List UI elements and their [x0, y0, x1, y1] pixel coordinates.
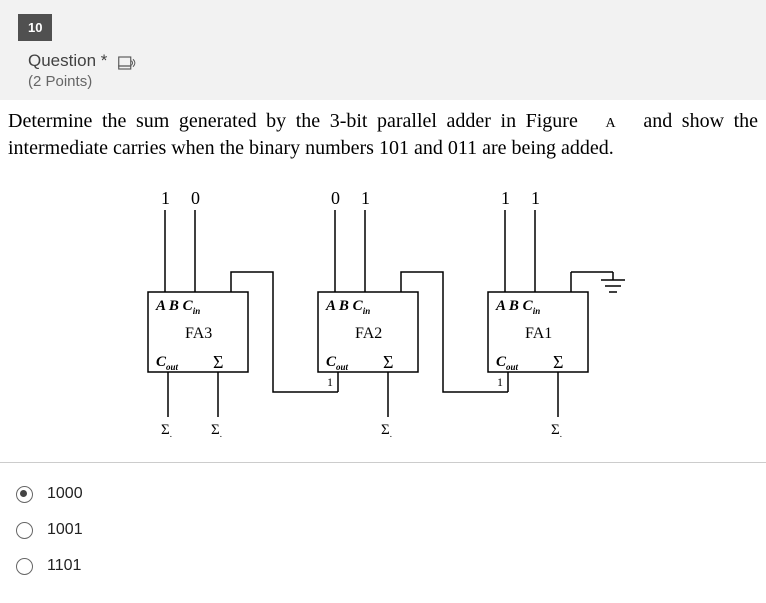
fa2-cout-val: 1	[327, 375, 333, 389]
fa2-name: FA2	[355, 325, 382, 342]
option-label: 1000	[47, 485, 83, 503]
fa1-A-bit: 1	[501, 188, 510, 208]
fa2-sigma-out: Σ.	[381, 422, 392, 439]
points-text: (2 Points)	[28, 73, 766, 90]
fa3-name: FA3	[185, 325, 212, 342]
fa1-name: FA1	[525, 325, 552, 342]
radio-icon[interactable]	[16, 486, 33, 503]
fa2-A-bit: 0	[331, 188, 340, 208]
option-label: 1101	[47, 557, 81, 575]
stem-before: Determine the sum generated by the 3-bit…	[8, 110, 578, 132]
question-stem: Determine the sum generated by the 3-bit…	[0, 100, 766, 162]
adder-figure: 1 0 A B Cin FA3 Cout Σ Σ. Σ. 0 1 A B Cin…	[0, 162, 766, 462]
figure-subscript: A	[587, 116, 633, 131]
option-0[interactable]: 1000	[16, 485, 766, 503]
question-block: 10 Question * (2 Points) Determine the s…	[0, 0, 766, 463]
radio-icon[interactable]	[16, 522, 33, 539]
options-list: 1000 1001 1101	[0, 463, 766, 603]
option-label: 1001	[47, 521, 83, 539]
question-number-badge: 10	[18, 14, 52, 41]
option-2[interactable]: 1101	[16, 557, 766, 575]
fa1-sigma: Σ	[553, 352, 563, 372]
fa2-sigma: Σ	[383, 352, 393, 372]
question-label: Question	[28, 51, 96, 70]
fa3-B-bit: 0	[191, 188, 200, 208]
fa3-sigma-out: Σ.	[161, 422, 172, 439]
audio-icon[interactable]	[118, 55, 136, 69]
option-1[interactable]: 1001	[16, 521, 766, 539]
fa1-cout-val: 1	[497, 375, 503, 389]
fa1-B-bit: 1	[531, 188, 540, 208]
fa3-A-bit: 1	[161, 188, 170, 208]
fa1-sigma-out: Σ.	[551, 422, 562, 439]
fa2-B-bit: 1	[361, 188, 370, 208]
required-asterisk: *	[101, 51, 108, 70]
fa3-sigma-out2: Σ.	[211, 422, 222, 439]
radio-icon[interactable]	[16, 558, 33, 575]
adder-svg: 1 0 A B Cin FA3 Cout Σ Σ. Σ. 0 1 A B Cin…	[103, 182, 663, 452]
fa3-sigma: Σ	[213, 352, 223, 372]
question-header: Question * (2 Points)	[0, 41, 766, 100]
